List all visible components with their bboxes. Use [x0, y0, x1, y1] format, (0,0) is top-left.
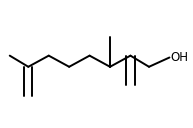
Text: OH: OH [170, 51, 188, 64]
